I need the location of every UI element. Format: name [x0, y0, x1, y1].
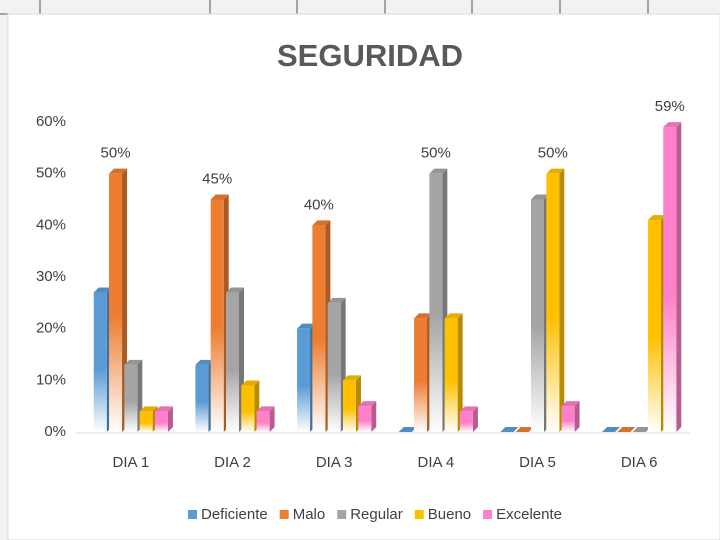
y-tick-label: 60% — [36, 113, 66, 130]
legend-label: Malo — [293, 506, 326, 523]
data-label: 45% — [202, 170, 232, 187]
bar — [327, 302, 341, 432]
x-tick-label: DIA 4 — [417, 454, 454, 471]
legend-swatch — [279, 510, 289, 519]
bar-side — [574, 401, 580, 432]
data-label: 50% — [101, 145, 131, 162]
bar-side — [457, 313, 463, 432]
bar-top — [414, 313, 433, 319]
legend-swatch — [414, 510, 424, 519]
y-tick-label: 10% — [36, 371, 66, 388]
bar-top — [546, 168, 565, 174]
x-tick-label: DIA 1 — [112, 454, 149, 471]
bar-top — [531, 194, 549, 200]
bar-top — [124, 359, 143, 365]
data-label: 50% — [538, 145, 568, 162]
legend-label: Bueno — [428, 506, 471, 523]
bar-top — [241, 380, 260, 386]
bar-top — [195, 359, 214, 365]
bar-side — [676, 122, 682, 433]
bar-side — [371, 401, 377, 432]
bar-top — [154, 406, 173, 412]
x-tick-label: DIA 2 — [214, 454, 251, 471]
bar-top — [429, 168, 448, 174]
bar-top — [139, 406, 158, 412]
bar — [444, 318, 458, 432]
bar — [109, 173, 123, 432]
x-tick-label: DIA 3 — [316, 454, 353, 471]
bar-top — [459, 406, 478, 412]
bar-top — [398, 427, 417, 432]
bar-top — [327, 297, 346, 303]
bar — [414, 318, 428, 432]
bar — [154, 411, 168, 432]
bar — [647, 220, 661, 432]
bar — [226, 292, 239, 432]
y-tick-label: 0% — [44, 423, 66, 440]
bar-side — [559, 168, 565, 432]
bar-top — [93, 287, 112, 293]
y-tick-label: 50% — [36, 165, 66, 182]
bar — [124, 364, 138, 432]
chart-title: SEGURIDAD — [277, 38, 463, 73]
bar-top — [500, 427, 519, 432]
y-tick-label: 20% — [36, 320, 66, 337]
bar-side — [167, 406, 173, 432]
y-tick-label: 40% — [36, 216, 66, 233]
bar — [195, 364, 209, 432]
bar-top — [109, 168, 128, 174]
bar-top — [342, 375, 361, 381]
y-tick-label: 30% — [36, 268, 66, 285]
x-tick-label: DIA 5 — [519, 454, 556, 471]
bar — [561, 406, 575, 432]
bar-top — [617, 427, 636, 432]
bar — [459, 411, 473, 432]
legend-label: Deficiente — [201, 506, 268, 523]
bar-top — [663, 122, 682, 128]
legend-swatch — [337, 510, 347, 519]
bar-top — [226, 287, 244, 293]
bar — [546, 173, 560, 432]
bar-top — [515, 427, 534, 432]
bar-side — [269, 406, 275, 432]
legend-swatch — [188, 510, 197, 519]
bar — [241, 385, 255, 432]
bar — [139, 411, 153, 432]
bar — [342, 380, 356, 432]
bar-side — [472, 406, 478, 432]
bar-top — [210, 194, 229, 200]
bar — [210, 199, 224, 432]
data-label: 59% — [655, 98, 685, 115]
bar — [429, 173, 443, 432]
bar-top — [358, 401, 377, 407]
bar-top — [297, 323, 316, 329]
legend-label: Regular — [350, 506, 403, 523]
bar — [256, 411, 270, 432]
data-label: 50% — [421, 145, 451, 162]
bar-top — [444, 313, 463, 319]
bar-top — [647, 215, 666, 221]
bar — [297, 328, 311, 432]
bar-top — [561, 401, 580, 407]
legend-label: Excelente — [496, 506, 562, 523]
bar — [93, 292, 107, 432]
x-tick-label: DIA 6 — [621, 454, 658, 471]
data-label: 40% — [304, 196, 334, 213]
bar — [312, 225, 326, 432]
bar-top — [602, 427, 621, 432]
bar-top — [632, 427, 651, 432]
bar-top — [256, 406, 275, 412]
bar — [358, 406, 372, 432]
bar — [531, 199, 544, 432]
bar — [663, 127, 677, 433]
legend-swatch — [483, 510, 493, 519]
bar-top — [312, 220, 331, 226]
